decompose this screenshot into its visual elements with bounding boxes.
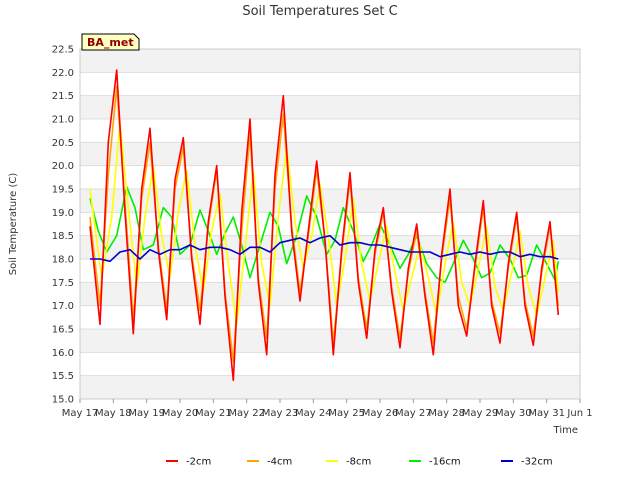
plot-band [80,49,580,73]
x-tick-label: May 20 [162,408,199,419]
x-tick-label: May 17 [62,408,99,419]
legend-label: -8cm [346,457,371,468]
legend-label: -32cm [521,457,553,468]
y-tick-label: 21.5 [52,91,74,102]
y-tick-label: 18.5 [52,231,74,242]
legend-label: -2cm [186,457,211,468]
x-tick-label: May 30 [495,408,532,419]
plot-band [80,189,580,213]
x-tick-label: May 25 [328,408,365,419]
x-axis-label: Time [553,425,578,436]
legend-label: -4cm [267,457,292,468]
y-tick-label: 22.0 [52,68,74,79]
x-tick-label: May 24 [295,408,332,419]
site-badge: BA_met [81,33,140,51]
y-tick-label: 18.0 [52,255,74,266]
y-tick-label: 15.5 [52,371,74,382]
y-tick-label: 17.0 [52,301,74,312]
legend-label: -16cm [429,457,461,468]
y-tick-label: 17.5 [52,278,74,289]
plot-area [79,48,581,400]
y-tick-label: 19.5 [52,185,74,196]
y-tick-label: 19.0 [52,208,74,219]
series-lines [89,69,560,382]
x-tick-label: May 21 [195,408,232,419]
x-tick-label: May 19 [128,408,165,419]
plot-band [80,375,580,399]
y-axis-ticks: 15.0 15.5 16.0 16.5 17.0 17.5 18.0 18.5 19.0 19.5… [52,45,74,406]
y-tick-label: 20.0 [52,161,74,172]
chart-title: Soil Temperatures Set C [242,4,397,19]
x-tick-label: May 18 [95,408,132,419]
site-badge-label: BA_met [87,36,134,49]
x-tick-label: May 28 [428,408,465,419]
x-tick-label: May 26 [362,408,399,419]
x-tick-label: Jun 1 [566,408,592,419]
x-tick-label: May 23 [262,408,299,419]
legend: -2cm -4cm -8cm -16cm -32cm [166,457,553,468]
site-badge-box [81,33,140,51]
plot-band [80,142,580,166]
y-tick-label: 16.0 [52,348,74,359]
x-tick-label: May 27 [395,408,432,419]
y-tick-label: 22.5 [52,45,74,56]
y-axis-label: Soil Temperature (C) [8,173,19,276]
x-tick-label: May 29 [462,408,499,419]
plot-background-bands [80,49,580,399]
series-line-minus-2cm [89,69,560,382]
x-tick-label: May 31 [528,408,565,419]
y-tick-label: 15.0 [52,395,74,406]
x-tick-label: May 22 [228,408,265,419]
y-tick-label: 20.5 [52,138,74,149]
y-tick-label: 16.5 [52,325,74,336]
plot-band [80,329,580,353]
plot-band [80,95,580,119]
series-line-minus-32cm [90,234,559,263]
y-tick-label: 21.0 [52,115,74,126]
